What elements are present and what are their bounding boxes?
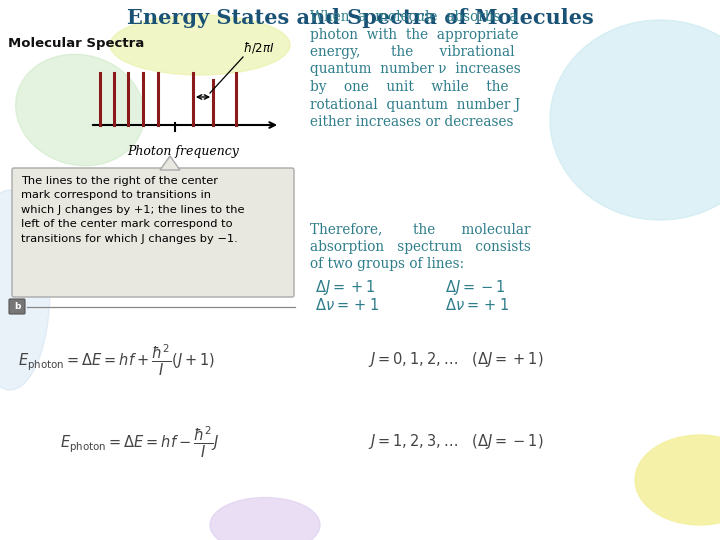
Ellipse shape (550, 20, 720, 220)
Text: photon  with  the  appropriate: photon with the appropriate (310, 28, 518, 42)
Text: $\Delta\nu = +1$: $\Delta\nu = +1$ (315, 297, 379, 313)
Text: $J = 0, 1, 2, \ldots \quad (\Delta J = +1)$: $J = 0, 1, 2, \ldots \quad (\Delta J = +… (368, 350, 544, 369)
Text: Photon frequency: Photon frequency (127, 145, 239, 158)
Text: absorption   spectrum   consists: absorption spectrum consists (310, 240, 531, 253)
Text: by    one    unit    while    the: by one unit while the (310, 80, 508, 94)
Polygon shape (160, 156, 180, 170)
Text: $J = 1, 2, 3, \ldots \quad (\Delta J = -1)$: $J = 1, 2, 3, \ldots \quad (\Delta J = -… (368, 432, 544, 451)
FancyBboxPatch shape (12, 168, 294, 297)
Text: Therefore,       the      molecular: Therefore, the molecular (310, 222, 531, 236)
Text: $\Delta J = -1$: $\Delta J = -1$ (445, 278, 505, 297)
Ellipse shape (210, 497, 320, 540)
Text: $E_{\mathrm{photon}} = \Delta E = hf + \dfrac{\hbar^2}{I}(J+1)$: $E_{\mathrm{photon}} = \Delta E = hf + \… (18, 343, 215, 378)
Text: rotational  quantum  number J: rotational quantum number J (310, 98, 521, 111)
Text: $E_{\mathrm{photon}} = \Delta E = hf - \dfrac{\hbar^2}{I}J$: $E_{\mathrm{photon}} = \Delta E = hf - \… (60, 425, 219, 460)
Ellipse shape (635, 435, 720, 525)
Ellipse shape (110, 15, 290, 75)
Text: The lines to the right of the center
mark correspond to transitions in
which J c: The lines to the right of the center mar… (21, 176, 245, 244)
Ellipse shape (16, 55, 145, 166)
Text: b: b (14, 302, 20, 311)
Text: $\Delta J = +1$: $\Delta J = +1$ (315, 278, 375, 297)
Text: $\hbar/2\pi I$: $\hbar/2\pi I$ (243, 40, 274, 55)
FancyBboxPatch shape (9, 299, 25, 314)
Text: of two groups of lines:: of two groups of lines: (310, 257, 464, 271)
Text: energy,       the      vibrational: energy, the vibrational (310, 45, 515, 59)
Text: Molecular Spectra: Molecular Spectra (8, 37, 144, 50)
Text: $\Delta\nu = +1$: $\Delta\nu = +1$ (445, 297, 509, 313)
Text: either increases or decreases: either increases or decreases (310, 115, 513, 129)
Text: quantum  number ν  increases: quantum number ν increases (310, 63, 521, 77)
Text: When  a  molecule  absorbs  a: When a molecule absorbs a (310, 10, 518, 24)
Ellipse shape (0, 190, 50, 390)
Text: Energy States and Spectra of Molecules: Energy States and Spectra of Molecules (127, 8, 593, 28)
